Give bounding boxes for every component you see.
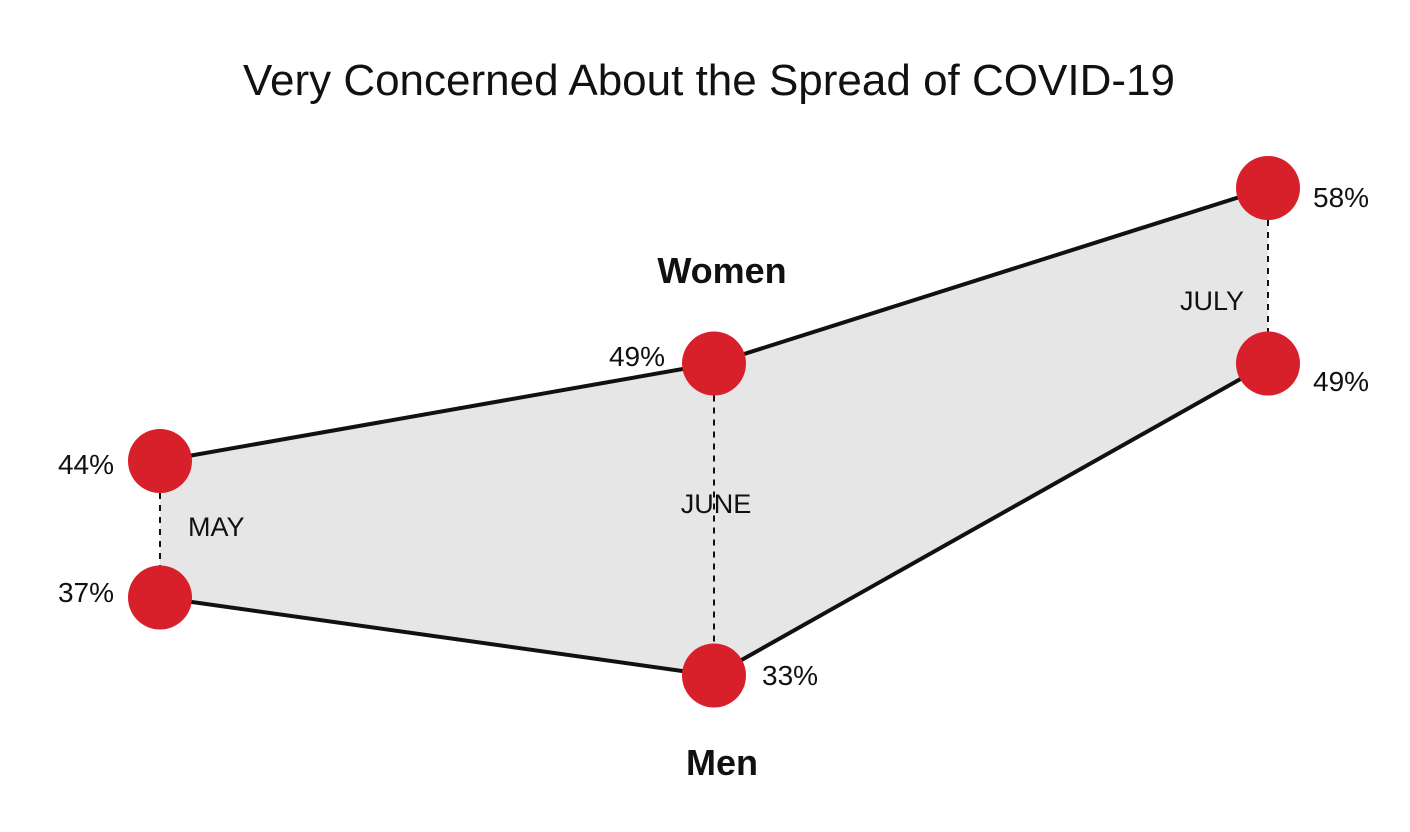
value-label-women-june: 49% [609, 341, 665, 372]
marker-men-may [128, 565, 192, 630]
month-label-may: MAY [188, 512, 245, 542]
value-label-men-june: 33% [762, 660, 818, 691]
series-label-men: Men [686, 742, 758, 783]
chart-title: Very Concerned About the Spread of COVID… [243, 56, 1175, 105]
value-label-women-july: 58% [1313, 182, 1369, 213]
marker-men-july [1236, 331, 1300, 396]
value-label-men-may: 37% [58, 577, 114, 608]
value-label-women-may: 44% [58, 449, 114, 480]
series-label-women: Women [657, 250, 786, 291]
marker-women-june [682, 331, 746, 396]
value-label-men-july: 49% [1313, 366, 1369, 397]
month-label-july: JULY [1180, 286, 1244, 316]
month-label-june: JUNE [681, 489, 752, 519]
marker-women-may [128, 429, 192, 493]
marker-men-june [682, 643, 746, 708]
marker-women-july [1236, 156, 1300, 220]
